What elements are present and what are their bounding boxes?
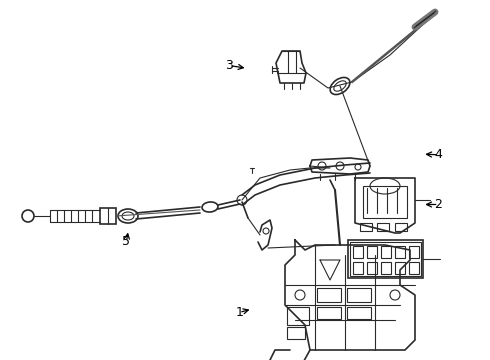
Bar [347, 307, 371, 319]
Bar [395, 246, 405, 258]
Bar [395, 262, 405, 274]
Bar [317, 307, 341, 319]
Bar [287, 307, 309, 325]
Bar [317, 288, 341, 302]
Text: 1: 1 [235, 306, 243, 319]
Bar [367, 262, 377, 274]
Bar [360, 223, 372, 231]
Bar [395, 223, 407, 231]
Bar [287, 327, 305, 339]
Bar [409, 262, 419, 274]
Text: 3: 3 [225, 59, 233, 72]
Bar [377, 223, 389, 231]
Bar [100, 208, 116, 224]
Bar [363, 186, 407, 218]
Bar [350, 242, 421, 276]
Bar [353, 246, 363, 258]
Bar [348, 240, 423, 278]
Bar [409, 246, 419, 258]
Text: 5: 5 [122, 235, 130, 248]
Bar [381, 262, 391, 274]
Bar [367, 246, 377, 258]
Text: 2: 2 [435, 198, 442, 211]
Bar [381, 246, 391, 258]
Bar [347, 288, 371, 302]
Bar [353, 262, 363, 274]
Text: 4: 4 [435, 148, 442, 161]
